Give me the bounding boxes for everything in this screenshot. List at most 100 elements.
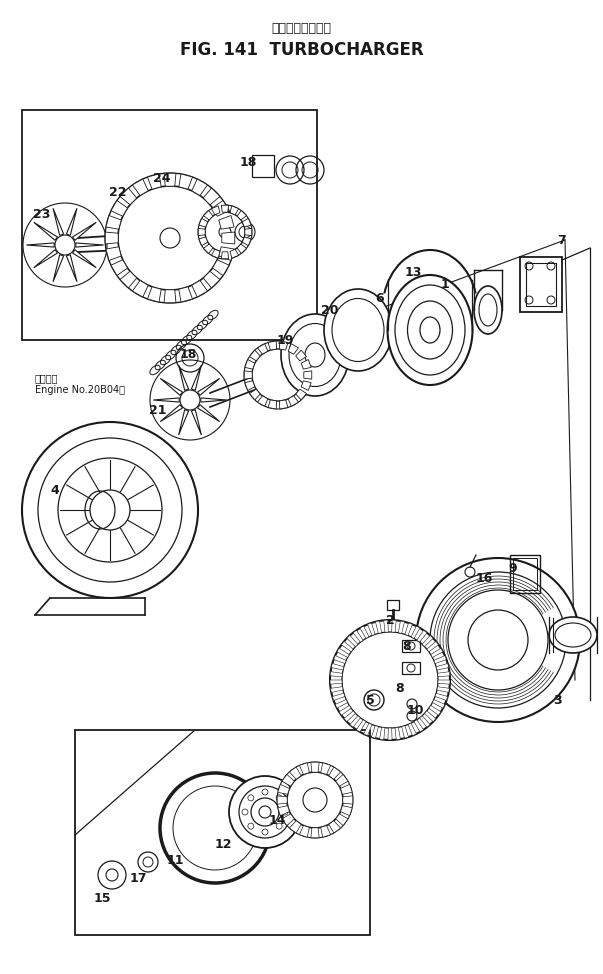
Polygon shape [330,687,343,693]
Circle shape [330,620,450,740]
Polygon shape [341,784,352,795]
Text: 23: 23 [33,208,51,221]
Text: 19: 19 [276,333,294,347]
Bar [402,662,420,674]
Polygon shape [66,208,77,236]
Polygon shape [72,222,96,241]
Circle shape [180,390,200,410]
Polygon shape [379,728,385,739]
Polygon shape [408,723,416,735]
Polygon shape [192,179,207,196]
Polygon shape [425,711,436,722]
Polygon shape [339,705,351,715]
Circle shape [364,690,384,710]
Polygon shape [288,395,298,406]
Polygon shape [245,359,255,369]
Text: 18: 18 [179,349,197,361]
Circle shape [98,861,126,889]
Polygon shape [268,341,277,350]
Text: 1: 1 [441,279,449,291]
Polygon shape [53,254,64,281]
Polygon shape [332,693,345,700]
Text: 24: 24 [153,171,171,184]
Polygon shape [34,249,57,268]
Polygon shape [237,210,247,220]
Text: 14: 14 [268,813,286,827]
Polygon shape [120,271,137,288]
Circle shape [90,490,130,530]
Polygon shape [219,246,234,260]
Polygon shape [405,623,412,635]
Text: 12: 12 [214,839,232,851]
Polygon shape [295,350,306,360]
Polygon shape [301,381,311,391]
Polygon shape [53,208,64,236]
Polygon shape [244,371,252,379]
Polygon shape [336,774,348,786]
Polygon shape [221,252,229,259]
Polygon shape [198,404,219,422]
Polygon shape [245,381,255,391]
Text: FIG. 141  TURBOCHARGER: FIG. 141 TURBOCHARGER [180,41,423,59]
Bar [252,155,274,177]
Polygon shape [429,705,441,715]
Circle shape [55,235,75,255]
Bar [22,110,317,340]
Polygon shape [153,398,179,402]
Polygon shape [257,395,268,406]
Polygon shape [321,826,330,838]
Text: 8: 8 [403,641,411,654]
Polygon shape [148,286,161,302]
Polygon shape [301,359,311,369]
Polygon shape [277,796,287,805]
Polygon shape [422,635,433,647]
Polygon shape [384,620,388,632]
Text: 20: 20 [321,304,339,317]
Text: 17: 17 [129,872,147,884]
Polygon shape [27,243,54,247]
Polygon shape [106,232,118,244]
Polygon shape [371,726,379,738]
Polygon shape [364,723,372,735]
Text: Engine No.20B04～: Engine No.20B04～ [35,385,125,395]
Polygon shape [388,728,392,740]
Polygon shape [198,228,205,236]
Polygon shape [335,699,347,708]
Text: 9: 9 [509,561,517,575]
Polygon shape [427,642,438,652]
Polygon shape [34,222,57,241]
Polygon shape [257,344,268,355]
Polygon shape [282,814,294,826]
Polygon shape [431,649,443,657]
Polygon shape [343,796,353,805]
Polygon shape [304,371,312,379]
Polygon shape [178,410,189,435]
Polygon shape [179,286,192,302]
Polygon shape [330,672,343,677]
Bar [526,263,556,306]
Polygon shape [341,805,352,815]
Polygon shape [311,828,319,838]
Bar [402,640,420,652]
Polygon shape [438,672,450,677]
Bar [510,555,540,593]
Polygon shape [376,620,382,633]
Polygon shape [230,206,239,214]
Polygon shape [245,228,251,236]
Polygon shape [411,626,420,638]
Polygon shape [120,188,137,205]
Text: 5: 5 [365,693,374,706]
Polygon shape [111,260,128,276]
Polygon shape [230,249,239,258]
Polygon shape [111,201,128,216]
Polygon shape [198,378,219,395]
Polygon shape [417,630,427,642]
Text: 2: 2 [386,614,394,626]
Polygon shape [211,249,220,258]
Polygon shape [341,642,353,652]
Polygon shape [148,174,161,189]
Polygon shape [250,350,260,360]
Bar [75,730,370,935]
Circle shape [118,186,222,290]
Polygon shape [278,805,289,815]
